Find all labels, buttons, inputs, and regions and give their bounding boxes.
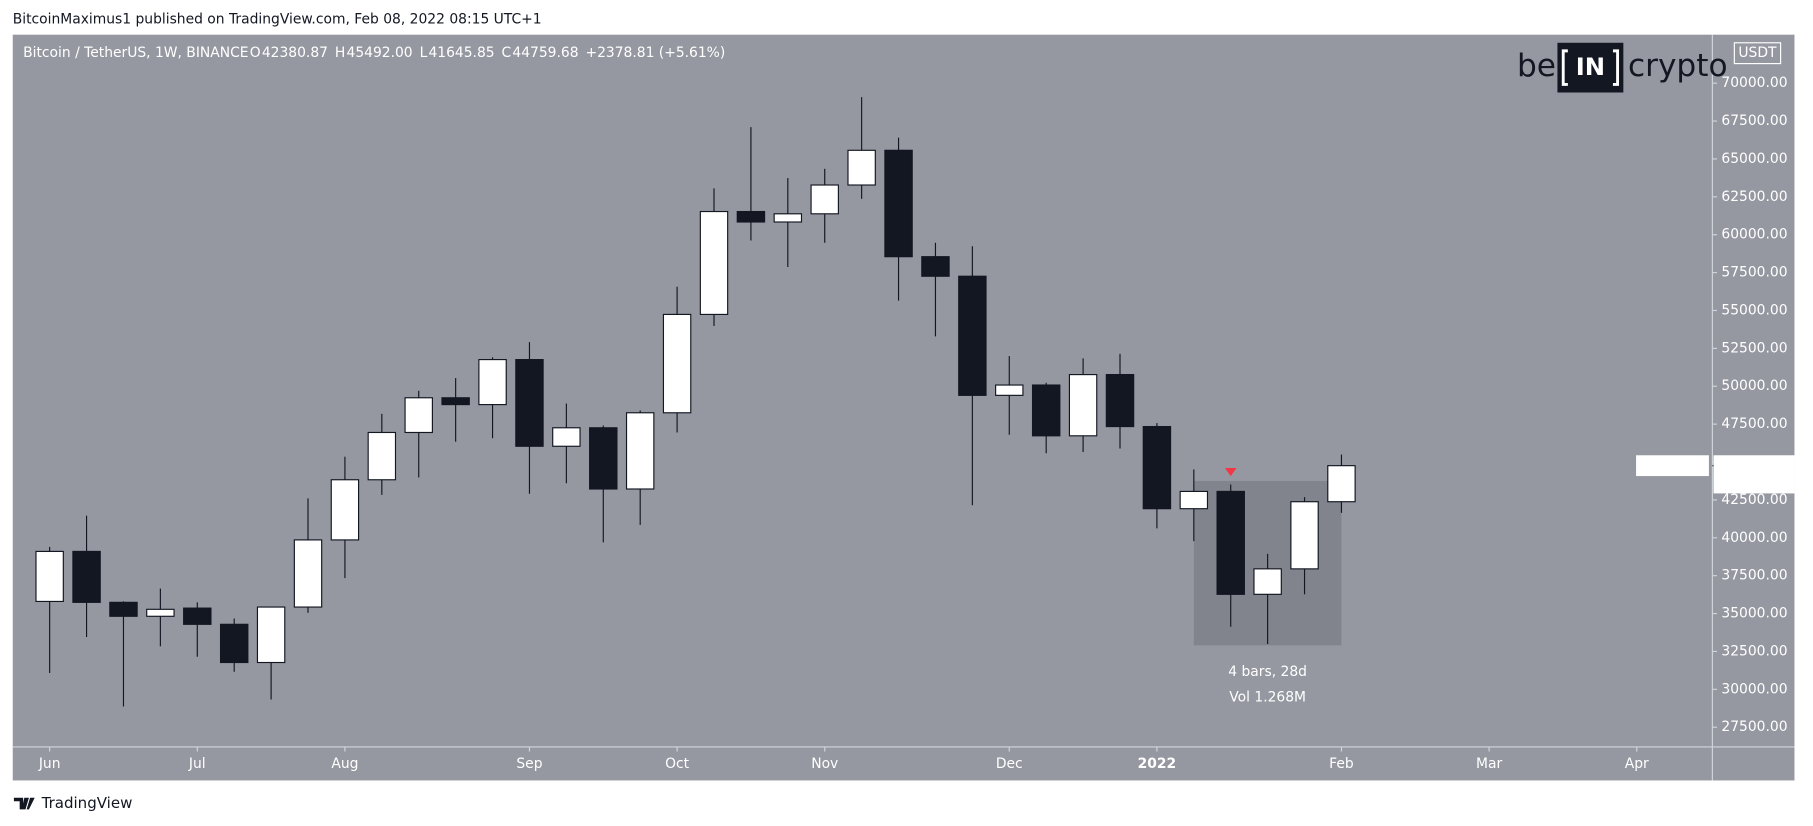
- candle-body: [847, 149, 876, 186]
- x-tick-label: Nov: [811, 756, 838, 772]
- logo-text: IN: [1576, 52, 1605, 81]
- candle-body: [256, 606, 286, 664]
- candle-body: [1253, 568, 1282, 595]
- last-price-box: [1713, 455, 1795, 494]
- candle-body: [441, 397, 470, 406]
- ohlc-key: C: [502, 45, 512, 61]
- candle-body: [109, 601, 138, 617]
- candle-body: [810, 184, 839, 215]
- x-tick-label: Aug: [331, 756, 358, 772]
- y-tick-label: 62500.00: [1721, 189, 1787, 205]
- y-tick-label: 67500.00: [1721, 113, 1787, 129]
- ohlc-key: L: [420, 45, 428, 61]
- candle-body: [958, 275, 987, 396]
- y-tick-label: 32500.00: [1721, 643, 1787, 659]
- ohlc-value: 41645.85: [428, 45, 494, 61]
- measure-volume: Vol 1.268M: [1229, 689, 1306, 705]
- x-tick-label: Oct: [665, 756, 690, 772]
- y-tick-label: 35000.00: [1721, 606, 1787, 622]
- candle-body: [183, 607, 212, 625]
- candle-body: [515, 359, 544, 447]
- candle-body: [1068, 374, 1098, 437]
- chart-background: [12, 34, 1795, 781]
- candle-body: [35, 550, 64, 603]
- y-tick-label: 42500.00: [1721, 492, 1787, 508]
- candle-body: [736, 210, 766, 223]
- y-tick-label: 57500.00: [1721, 265, 1787, 281]
- candle-body: [1327, 465, 1356, 503]
- ohlc-key: H: [335, 45, 345, 61]
- signal-marker: [1224, 468, 1237, 477]
- last-price-label: 44759.68: [1721, 458, 1787, 474]
- x-tick-label: 2022: [1138, 756, 1177, 772]
- y-tick-label: 30000.00: [1721, 681, 1787, 697]
- logo-text: be: [1517, 48, 1556, 84]
- symbol-box: [1636, 455, 1709, 477]
- candle-body: [1216, 490, 1245, 595]
- y-tick-label: 27500.00: [1721, 719, 1787, 735]
- candle-body: [773, 213, 803, 223]
- candle-body: [1290, 501, 1319, 570]
- candle-body: [625, 412, 655, 490]
- candle-body: [293, 539, 323, 608]
- ohlc-key: O: [250, 45, 261, 61]
- y-tick-label: 65000.00: [1721, 151, 1787, 167]
- ohlc-value: 44759.68: [512, 45, 578, 61]
- countdown-label: 5d 17h: [1725, 475, 1773, 491]
- y-tick-label: 40000.00: [1721, 530, 1787, 546]
- candle-body: [699, 210, 729, 316]
- x-tick-label: Apr: [1625, 756, 1649, 772]
- candle-body: [552, 427, 581, 447]
- byline: BitcoinMaximus1 published on TradingView…: [13, 12, 542, 28]
- candle-body: [404, 397, 433, 434]
- footer-icon: [13, 797, 35, 810]
- candle-body: [219, 623, 249, 664]
- candle-body: [921, 256, 950, 277]
- candle-body: [146, 608, 175, 617]
- candle-body: [330, 479, 360, 541]
- logo-text: crypto: [1628, 48, 1728, 84]
- y-tick-label: 52500.00: [1721, 340, 1787, 356]
- ohlc-value: 42380.87: [262, 45, 328, 61]
- symbol-label: BTCUSDT: [1640, 458, 1705, 474]
- candle-body: [662, 313, 692, 414]
- x-tick-label: Mar: [1476, 756, 1502, 772]
- y-tick-label: 55000.00: [1721, 302, 1787, 318]
- candle-body: [367, 431, 397, 481]
- candle-body: [589, 427, 618, 490]
- y-tick-label: 50000.00: [1721, 378, 1787, 394]
- candle-body: [1105, 374, 1135, 428]
- candle-body: [478, 359, 507, 406]
- logo-box: [1557, 42, 1624, 93]
- change-label: +2378.81 (+5.61%): [585, 45, 725, 61]
- chart-title: Bitcoin / TetherUS, 1W, BINANCE: [23, 45, 248, 61]
- x-tick-label: Sep: [516, 756, 542, 772]
- candle-body: [995, 384, 1024, 396]
- candle-body: [884, 149, 913, 258]
- y-tick-label: 70000.00: [1721, 75, 1787, 91]
- logo-brackets: [1561, 49, 1620, 86]
- footer-brand: TradingView: [41, 794, 133, 812]
- y-tick-label: 60000.00: [1721, 227, 1787, 243]
- y-tick-label: 47500.00: [1721, 416, 1787, 432]
- candle-body: [1031, 384, 1061, 437]
- logo: be IN crypto: [1517, 42, 1728, 93]
- candle-body: [1142, 425, 1172, 510]
- candle-body: [1179, 490, 1209, 510]
- x-tick-label: Feb: [1329, 756, 1354, 772]
- candle-body: [72, 550, 101, 603]
- ohlc-value: 45492.00: [347, 45, 413, 61]
- y-tick-label: 37500.00: [1721, 568, 1787, 584]
- unit-box: [1733, 42, 1782, 65]
- unit-label: USDT: [1738, 45, 1777, 61]
- measure-label: 4 bars, 28d: [1228, 664, 1307, 680]
- x-tick-label: Jun: [38, 756, 61, 772]
- x-tick-label: Jul: [188, 756, 206, 772]
- x-tick-label: Dec: [996, 756, 1023, 772]
